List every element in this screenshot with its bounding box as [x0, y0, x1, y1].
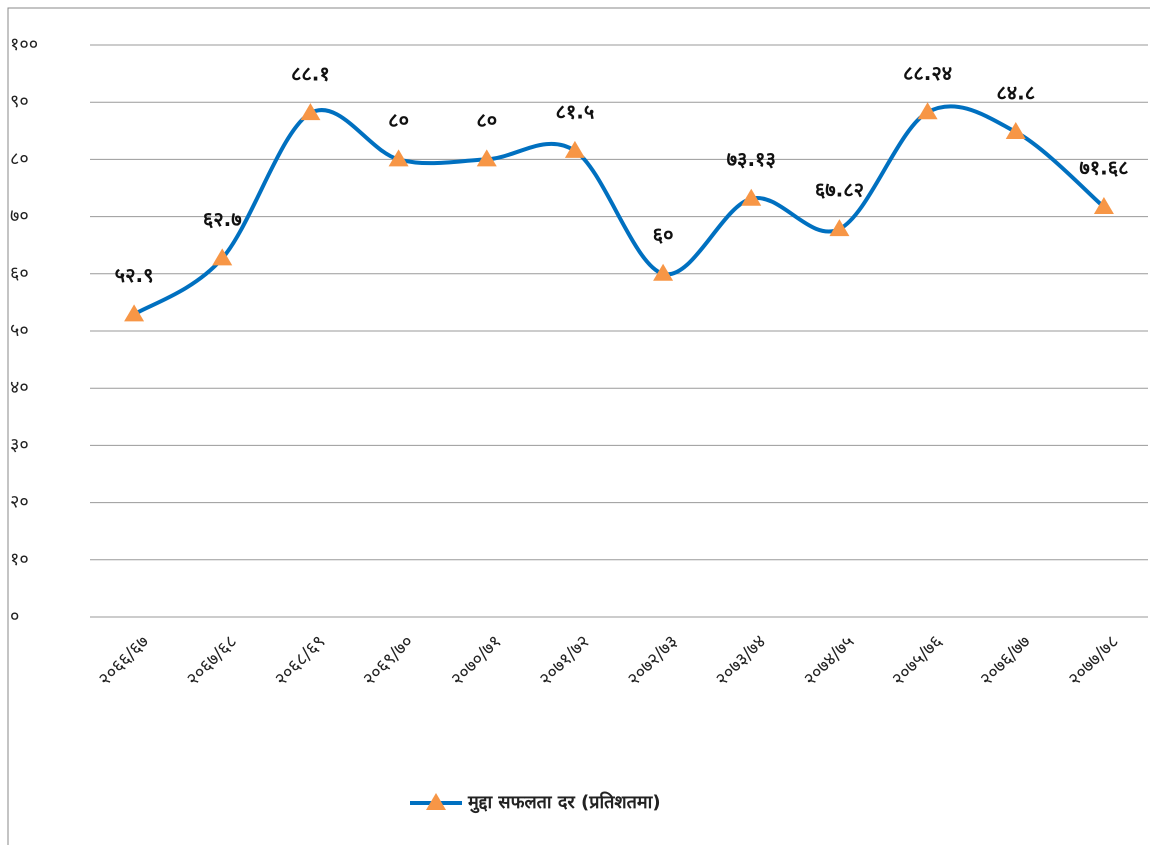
- y-tick-label: ४०: [10, 377, 29, 398]
- marker: [476, 149, 497, 167]
- value-label: ८८.१: [291, 62, 330, 86]
- value-label: ५२.९: [115, 263, 154, 287]
- x-tick-label: २०७१/७२: [535, 631, 594, 690]
- marker: [1005, 121, 1026, 139]
- y-tick-label: २०: [10, 492, 29, 513]
- y-tick-label: ५०: [10, 320, 29, 341]
- value-label: ८४.८: [996, 80, 1035, 104]
- y-tick-label: १०: [10, 549, 29, 570]
- marker: [124, 304, 145, 322]
- value-label: ६२.७: [203, 207, 242, 231]
- value-label: ८१.५: [556, 99, 595, 123]
- series-line: [133, 104, 1106, 317]
- marker: [917, 102, 938, 120]
- x-tick-label: २०७४/७५: [800, 631, 859, 690]
- marker: [1093, 196, 1114, 214]
- marker: [300, 103, 321, 121]
- y-tick-label: १००: [10, 34, 38, 55]
- x-tick-label: २०६६/६७: [94, 631, 153, 690]
- value-label: ७३.१३: [727, 147, 776, 171]
- x-tick-label: २०६७/६८: [182, 631, 241, 690]
- y-tick-label: ७०: [10, 206, 29, 227]
- chart-frame: [7, 7, 1150, 845]
- marker: [653, 263, 674, 281]
- x-tick-label: २०७०/७१: [447, 631, 506, 690]
- value-label: ७१.६८: [1079, 155, 1128, 179]
- legend-marker: [426, 793, 446, 810]
- y-tick-label: ६०: [10, 263, 29, 284]
- y-tick-label: ३०: [10, 434, 29, 455]
- marker: [741, 188, 762, 206]
- x-tick-label: २०६९/७०: [359, 631, 418, 690]
- x-tick-label: २०७२/७३: [623, 631, 682, 690]
- marker: [388, 149, 409, 167]
- y-tick-label: ९०: [10, 91, 29, 112]
- value-label: ६०: [653, 222, 674, 246]
- value-label: ८८.२४: [903, 61, 952, 85]
- y-tick-label: ०: [10, 606, 19, 627]
- x-tick-label: २०७५/७६: [888, 631, 947, 690]
- marker: [829, 219, 850, 237]
- marker: [564, 140, 585, 158]
- y-tick-label: ८०: [10, 148, 29, 169]
- legend-label: मुद्दा सफलता दर (प्रतिशतमा): [467, 791, 661, 814]
- value-label: ६७.८२: [815, 178, 864, 202]
- marker: [212, 248, 233, 266]
- x-tick-label: २०७७/७८: [1064, 631, 1123, 690]
- value-label: ८०: [476, 108, 497, 132]
- value-label: ८०: [388, 108, 409, 132]
- x-tick-label: २०७६/७७: [976, 631, 1035, 690]
- x-tick-label: २०६८/६९: [271, 631, 330, 690]
- x-tick-label: २०७३/७४: [711, 631, 770, 690]
